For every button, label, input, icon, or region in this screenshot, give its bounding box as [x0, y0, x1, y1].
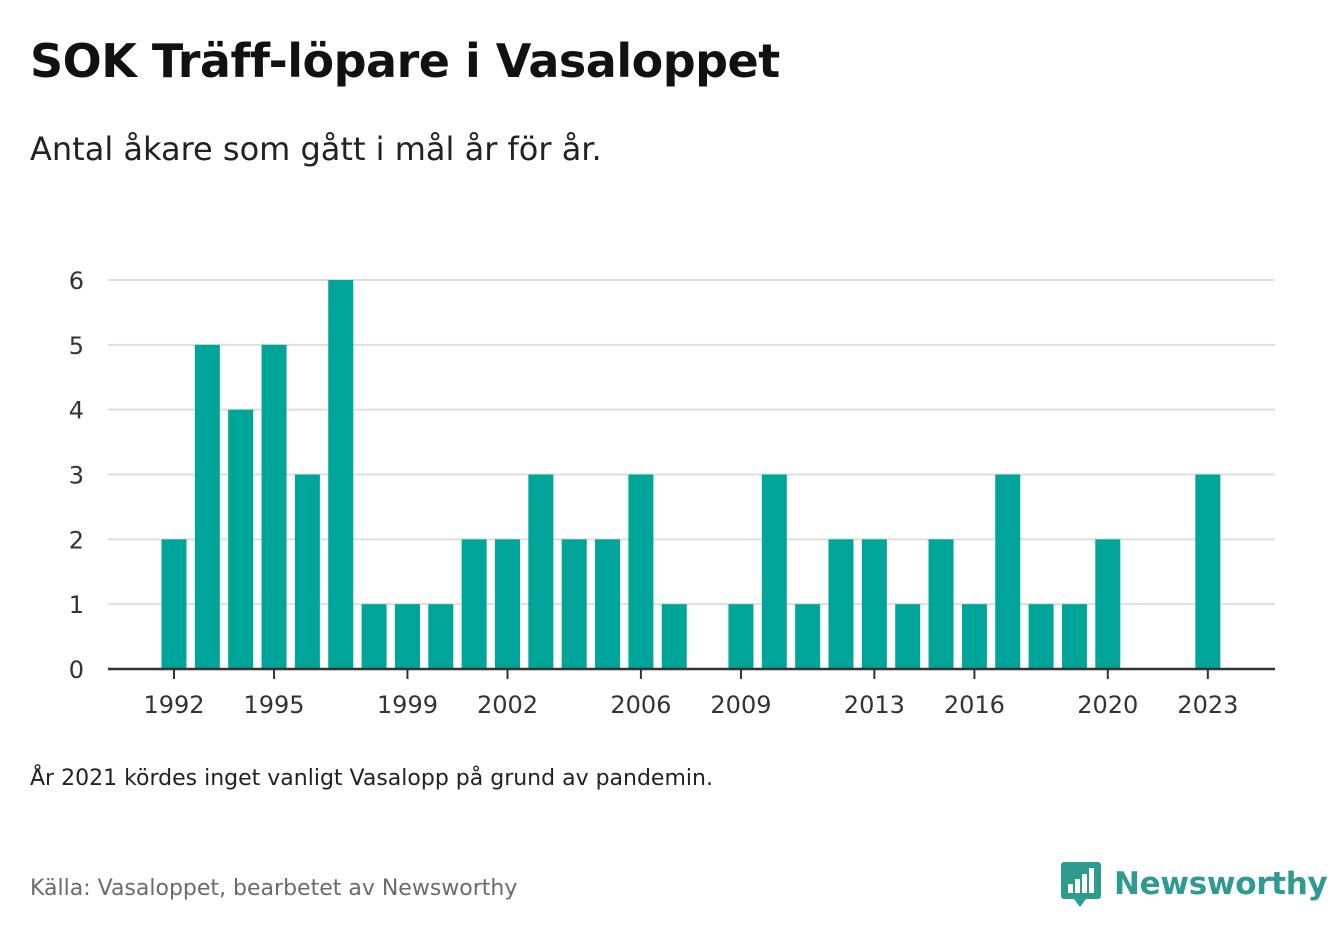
bar-1992 [161, 539, 187, 669]
y-tick-label: 6 [69, 267, 84, 295]
bar-2010 [761, 474, 787, 669]
bar-2009 [728, 604, 754, 669]
bar-1999 [394, 604, 420, 669]
chart-title: SOK Träff-löpare i Vasaloppet [30, 34, 780, 88]
y-tick-label: 5 [69, 332, 84, 360]
y-tick-label: 1 [69, 591, 84, 619]
footnote: År 2021 kördes inget vanligt Vasalopp på… [30, 766, 713, 791]
x-tick-label: 2006 [610, 691, 671, 719]
bar-1993 [194, 344, 220, 669]
bar-2000 [428, 604, 454, 669]
x-tick-label: 2016 [944, 691, 1005, 719]
bar-1995 [261, 344, 287, 669]
y-tick-label: 0 [69, 656, 84, 684]
bar-chart: 0 1 2 3 4 5 6 1992 1995 1999 2002 2006 2009 2013 2016 2… [69, 267, 1275, 719]
bar-1994 [228, 409, 254, 669]
x-tick-label: 1995 [244, 691, 305, 719]
bar-1998 [361, 604, 387, 669]
bar-2017 [995, 474, 1021, 669]
bar-2018 [1028, 604, 1054, 669]
chart-subtitle: Antal åkare som gått i mål år för år. [30, 130, 602, 168]
x-tick-label: 1999 [377, 691, 438, 719]
bar-2023 [1195, 474, 1221, 669]
x-tick-label: 2023 [1177, 691, 1238, 719]
bar-2007 [661, 604, 687, 669]
logo-name: Newsworthy [1114, 866, 1328, 902]
bar-2015 [928, 539, 954, 669]
y-tick-label: 2 [69, 526, 84, 554]
bars [161, 280, 1221, 669]
y-tick-label: 3 [69, 462, 84, 490]
bar-2013 [861, 539, 887, 669]
y-tick-label: 4 [69, 397, 84, 425]
x-tick-label: 2013 [844, 691, 905, 719]
x-tick-label: 2002 [477, 691, 538, 719]
bar-2002 [495, 539, 520, 669]
x-tick-label: 2009 [710, 691, 771, 719]
bar-2020 [1095, 539, 1121, 669]
x-tick-label: 2020 [1077, 691, 1138, 719]
source-text: Källa: Vasaloppet, bearbetet av Newswort… [30, 876, 518, 901]
bar-2016 [961, 604, 987, 669]
newsworthy-logo[interactable]: Newsworthy [1060, 860, 1328, 908]
bar-1996 [294, 474, 320, 669]
bar-2004 [561, 539, 587, 669]
bar-2014 [895, 604, 921, 669]
bar-2019 [1061, 604, 1087, 669]
axes: 0 1 2 3 4 5 6 1992 1995 1999 2002 2006 2009 2013 2016 2… [69, 267, 1275, 719]
bar-2012 [828, 539, 854, 669]
bar-2006 [628, 474, 654, 669]
bar-2001 [461, 539, 487, 669]
bar-2003 [528, 474, 554, 669]
x-tick-label: 1992 [143, 691, 204, 719]
newsworthy-logo-icon [1061, 862, 1101, 907]
bar-2005 [595, 539, 621, 669]
bar-2011 [795, 604, 821, 669]
bar-1997 [328, 280, 354, 669]
